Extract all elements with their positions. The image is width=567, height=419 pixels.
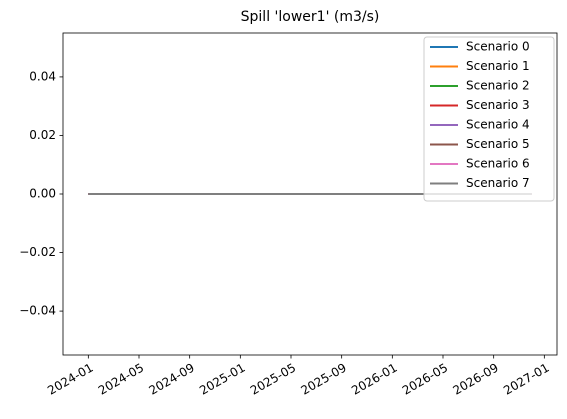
y-tick-label: −0.04 <box>19 304 56 318</box>
x-tick-label: 2025-01 <box>197 361 247 398</box>
legend-label: Scenario 0 <box>466 40 530 54</box>
legend: Scenario 0 Scenario 1 Scenario 2 Scenario 3… <box>423 36 555 202</box>
plot-frame <box>62 32 558 356</box>
y-tick-label: 0.00 <box>29 187 56 201</box>
legend-label: Scenario 5 <box>466 137 530 151</box>
x-tick-label: 2026-01 <box>349 361 399 398</box>
y-tick-label: 0.02 <box>29 128 56 142</box>
legend-label: Scenario 4 <box>466 118 530 132</box>
legend-box <box>423 36 555 202</box>
chart-title: Spill 'lower1' (m3/s) <box>241 9 380 25</box>
legend-label: Scenario 3 <box>466 98 530 112</box>
x-tick-label: 2024-05 <box>96 361 146 398</box>
y-tick-label: −0.02 <box>19 245 56 259</box>
x-tick-label: 2025-05 <box>248 361 298 398</box>
x-tick-label: 2026-09 <box>450 361 500 398</box>
y-tick-label: 0.04 <box>29 69 56 83</box>
x-tick-label: 2024-01 <box>45 361 95 398</box>
x-tick-label: 2027-01 <box>501 361 551 398</box>
legend-label: Scenario 2 <box>466 79 530 93</box>
legend-label: Scenario 1 <box>466 59 530 73</box>
x-tick-label: 2026-05 <box>400 361 450 398</box>
legend-label: Scenario 6 <box>466 157 530 171</box>
x-tick-label: 2024-09 <box>146 361 196 398</box>
legend-label: Scenario 7 <box>466 176 530 190</box>
x-tick-label: 2025-09 <box>298 361 348 398</box>
